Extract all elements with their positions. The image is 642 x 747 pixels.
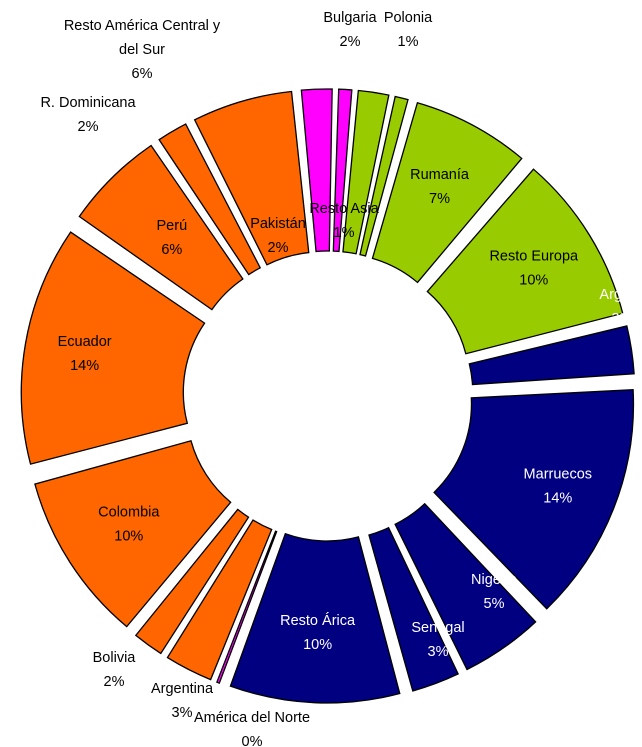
slice-label-r-dominicana: R. Dominicana 2% — [40, 95, 136, 135]
slice-colombia — [34, 440, 232, 628]
slice-label-polonia: Polonia 1% — [384, 10, 433, 50]
slice-resto-arica — [229, 532, 401, 704]
slice-label-marruecos: Marruecos 14% — [524, 467, 593, 507]
slice-label-resto-america-central-y-del-sur: Resto América Central y del Sur 6% — [64, 18, 221, 82]
slice-america-del-norte — [216, 530, 278, 684]
slice-ecuador — [20, 231, 206, 465]
slice-resto-asia — [332, 88, 353, 253]
slice-label-peru: Perú 6% — [157, 218, 188, 258]
slice-nigeria — [394, 502, 537, 671]
slice-peru — [78, 144, 244, 311]
slice-label-bolivia: Bolivia 2% — [93, 650, 137, 690]
slice-label-resto-arica: Resto Árica 10% — [280, 612, 356, 653]
slice-label-resto-asia: Resto Asia 1% — [309, 201, 379, 241]
slice-label-colombia: Colombia 10% — [98, 504, 160, 544]
slice-bolivia — [134, 508, 250, 655]
slice-polonia — [359, 95, 409, 257]
slice-senegal — [368, 526, 460, 692]
slice-label-america-del-norte: América del Norte 0% — [194, 710, 310, 747]
slice-label-resto-europa: Resto Europa 10% — [489, 249, 579, 289]
slice-label-senegal: Senegal 3% — [411, 620, 464, 660]
slice-pakistan — [300, 88, 333, 253]
slice-bulgaria — [342, 89, 390, 255]
slice-label-nigeria: Nigeria 5% — [471, 572, 518, 612]
slice-argelia — [468, 325, 635, 386]
slice-label-pakistan: Pakistán 2% — [250, 216, 306, 256]
slice-resto-america-central-y-del-sur — [193, 90, 310, 266]
slice-argentina — [166, 519, 273, 681]
slice-resto-europa — [426, 168, 624, 355]
slice-label-rumania: Rumanía 7% — [410, 167, 470, 207]
slice-r-dominicana — [158, 123, 262, 276]
slice-label-bulgaria: Bulgaria 2% — [323, 10, 377, 50]
slice-marruecos — [433, 388, 635, 610]
slice-rumania — [371, 101, 523, 284]
slice-label-argentina: Argentina 3% — [151, 681, 214, 721]
slice-label-argelia: Argelia 3% — [599, 287, 642, 327]
slice-label-ecuador: Ecuador 14% — [58, 334, 112, 374]
